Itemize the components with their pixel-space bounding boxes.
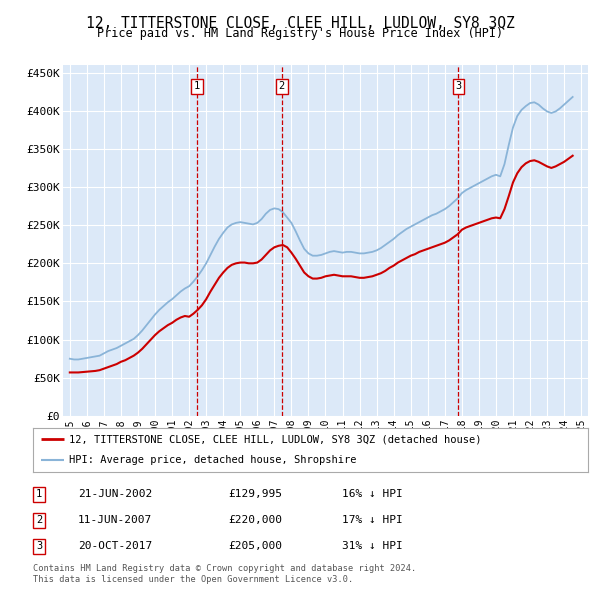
Text: £205,000: £205,000 <box>228 542 282 551</box>
Text: 11-JUN-2007: 11-JUN-2007 <box>78 516 152 525</box>
Text: 1: 1 <box>36 490 42 499</box>
Text: £220,000: £220,000 <box>228 516 282 525</box>
Text: Contains HM Land Registry data © Crown copyright and database right 2024.: Contains HM Land Registry data © Crown c… <box>33 565 416 573</box>
Text: 17% ↓ HPI: 17% ↓ HPI <box>342 516 403 525</box>
Text: This data is licensed under the Open Government Licence v3.0.: This data is licensed under the Open Gov… <box>33 575 353 584</box>
Text: 21-JUN-2002: 21-JUN-2002 <box>78 490 152 499</box>
Text: 12, TITTERSTONE CLOSE, CLEE HILL, LUDLOW, SY8 3QZ: 12, TITTERSTONE CLOSE, CLEE HILL, LUDLOW… <box>86 16 514 31</box>
Text: 12, TITTERSTONE CLOSE, CLEE HILL, LUDLOW, SY8 3QZ (detached house): 12, TITTERSTONE CLOSE, CLEE HILL, LUDLOW… <box>69 434 482 444</box>
Text: 3: 3 <box>36 542 42 551</box>
Text: 2: 2 <box>36 516 42 525</box>
Text: 1: 1 <box>194 81 200 91</box>
Text: HPI: Average price, detached house, Shropshire: HPI: Average price, detached house, Shro… <box>69 455 356 466</box>
Text: £129,995: £129,995 <box>228 490 282 499</box>
Text: 20-OCT-2017: 20-OCT-2017 <box>78 542 152 551</box>
Text: 3: 3 <box>455 81 461 91</box>
Text: 16% ↓ HPI: 16% ↓ HPI <box>342 490 403 499</box>
Text: 2: 2 <box>279 81 285 91</box>
Text: Price paid vs. HM Land Registry's House Price Index (HPI): Price paid vs. HM Land Registry's House … <box>97 27 503 40</box>
Text: 31% ↓ HPI: 31% ↓ HPI <box>342 542 403 551</box>
